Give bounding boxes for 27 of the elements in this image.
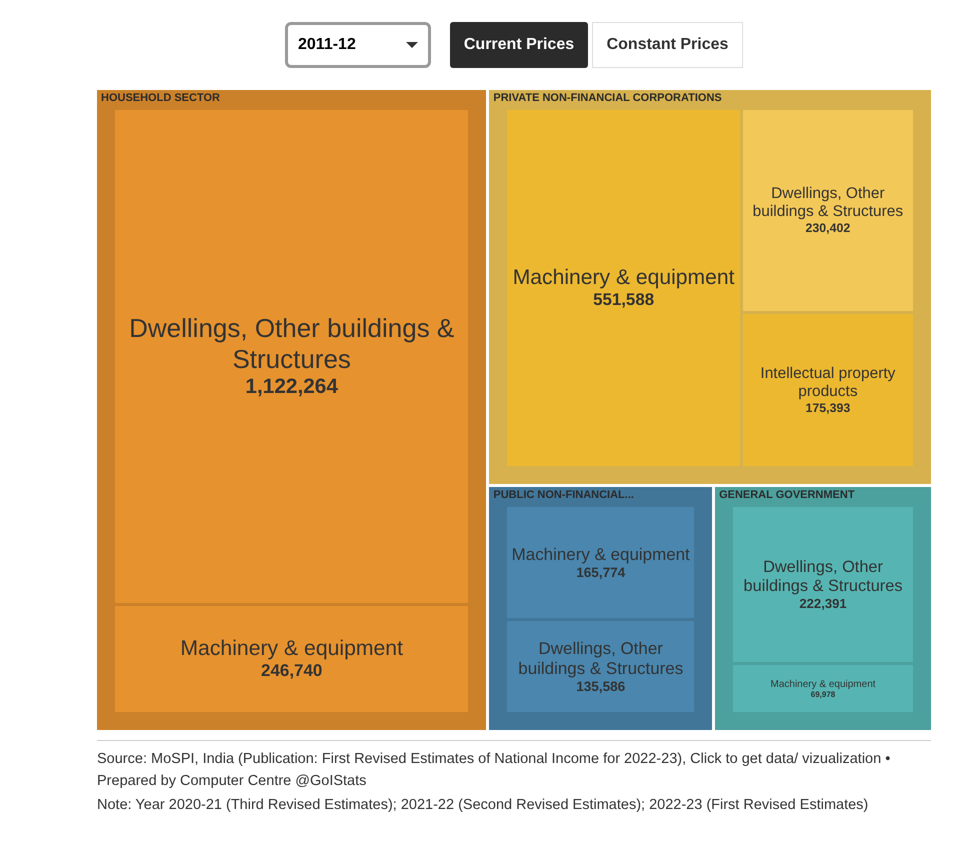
constant-prices-button: Constant Prices: [592, 22, 743, 68]
category-label: Machinery & equipment: [512, 266, 734, 289]
data-label: 165,774: [576, 565, 626, 580]
data-label: 175,393: [806, 400, 850, 415]
data-label: 551,588: [593, 290, 654, 310]
data-label: 1,122,264: [245, 375, 338, 400]
data-label: 230,402: [806, 221, 850, 236]
category-label: Dwellings, Other buildings & Structures: [744, 558, 903, 595]
text: Note: Year 2020-21 (Third Revised Estimates); 2021-22 (Second Revised Estimates); 2022-23 (First Revised Estimates): [97, 796, 870, 815]
category-label: Machinery & equipment: [180, 636, 403, 661]
series-label: PUBLIC NON-FINANCIAL...: [493, 488, 634, 501]
year-dropdown: 2011-12: [285, 22, 431, 68]
source-note: Source: MoSPI, India (Publication: First Revised Estimates of National Income for 2022-23), Click to get data/ vizualization • Prepared by Computer Centre @GoIStats: [97, 750, 892, 791]
current-prices-button: Current Prices: [450, 22, 588, 68]
series-label: HOUSEHOLD SECTOR: [101, 92, 220, 104]
category-label: Dwellings, Other buildings & Structures: [752, 185, 904, 220]
data-label: 135,586: [576, 679, 626, 694]
data-label: 222,391: [799, 596, 847, 611]
category-label: Dwellings, Other buildings & Structures: [128, 313, 456, 376]
series-label: PRIVATE NON-FINANCIAL CORPORATIONS: [493, 92, 722, 104]
data-label: 69,978: [810, 690, 836, 699]
category-label: Machinery & equipment: [770, 678, 876, 690]
category-label: Machinery & equipment: [512, 545, 690, 564]
series-label: GENERAL GOVERNMENT: [719, 488, 855, 501]
category-label: Dwellings, Other buildings & Structures: [518, 639, 684, 678]
category-label: Intellectual property products: [759, 364, 896, 401]
data-label: 246,740: [261, 660, 322, 681]
